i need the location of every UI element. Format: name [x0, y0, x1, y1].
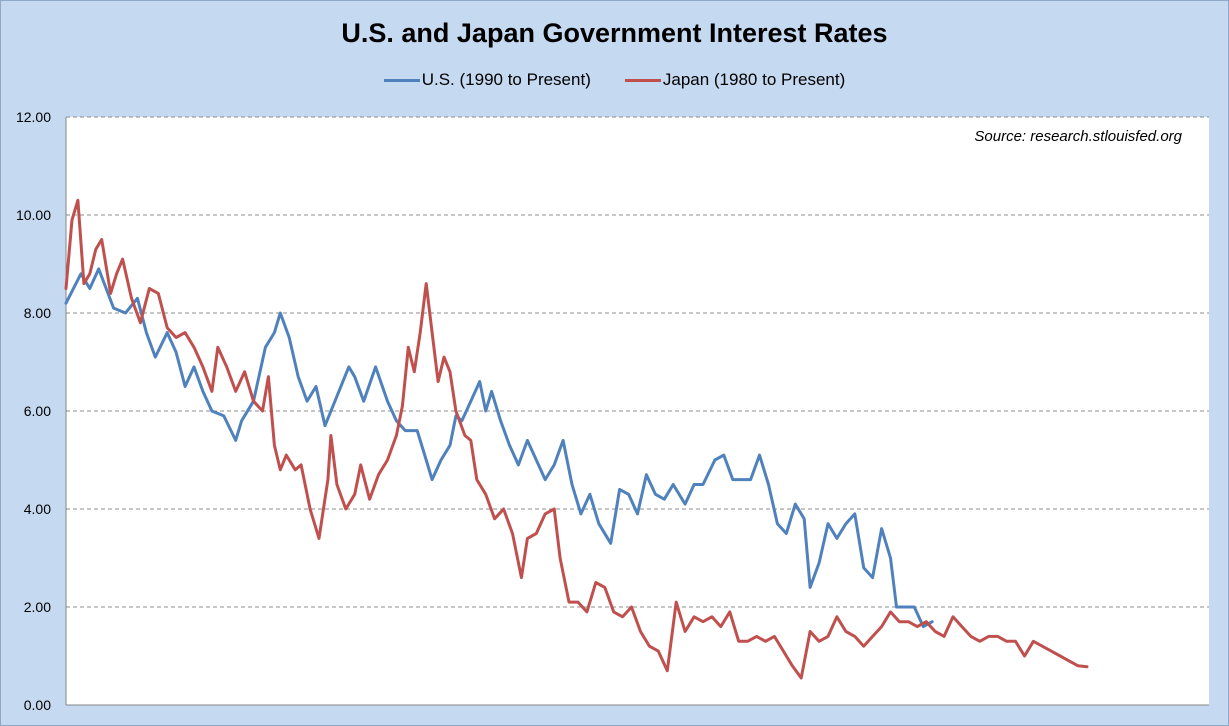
gridlines [66, 116, 1209, 608]
legend-label-us: U.S. (1990 to Present) [421, 70, 591, 89]
series-line-us [64, 267, 934, 629]
legend-item-us: U.S. (1990 to Present) [383, 70, 591, 90]
legend-label-japan: Japan (1980 to Present) [662, 70, 846, 89]
y-tick-label: 10.00 [16, 207, 51, 223]
y-tick-label: 4.00 [24, 501, 51, 517]
series-lines [64, 198, 1089, 680]
y-tick-label: 6.00 [24, 403, 51, 419]
legend-swatch-us [383, 78, 420, 82]
y-tick-label: 12.00 [16, 109, 51, 125]
source-annotation: Source: research.stlouisfed.org [974, 128, 1182, 145]
legend-item-japan: Japan (1980 to Present) [624, 70, 846, 90]
y-axis-tick-labels: 0.00 2.00 4.00 6.00 8.00 10.00 12.00 [16, 109, 51, 713]
y-tick-label: 0.00 [24, 697, 51, 713]
legend-swatch-japan [624, 78, 661, 82]
y-tick-label: 2.00 [24, 599, 51, 615]
series-line-japan [64, 198, 1089, 680]
y-tick-label: 8.00 [24, 305, 51, 321]
chart-title: U.S. and Japan Government Interest Rates [341, 18, 888, 48]
chart-legend: U.S. (1990 to Present) Japan (1980 to Pr… [0, 70, 1229, 90]
